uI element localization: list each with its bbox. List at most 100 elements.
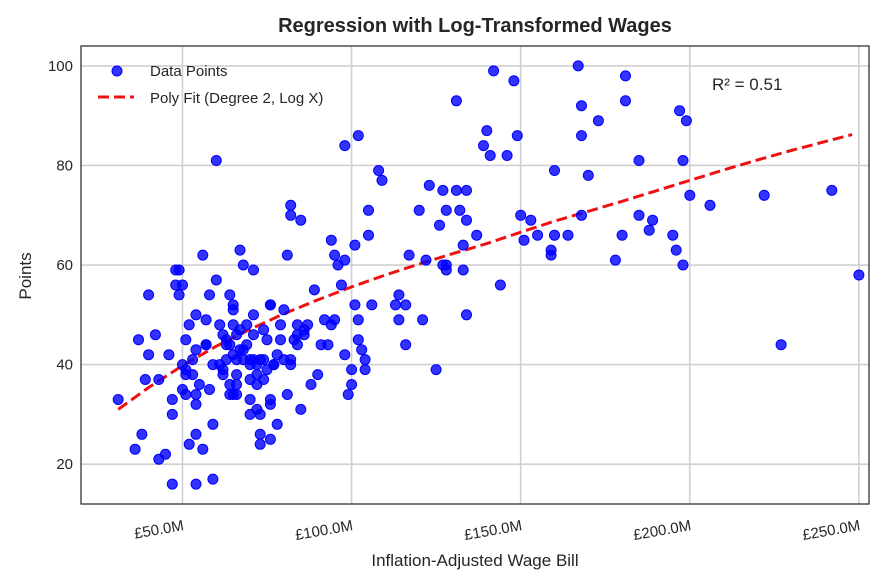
scatter-points — [112, 60, 865, 490]
data-point — [349, 239, 361, 251]
data-point — [281, 249, 293, 261]
y-tick-label: 60 — [56, 257, 73, 274]
data-point — [684, 189, 696, 201]
data-point — [248, 329, 259, 341]
data-point — [775, 339, 787, 351]
data-point — [339, 140, 351, 152]
legend-fit-label: Poly Fit (Degree 2, Log X) — [150, 90, 323, 107]
data-point — [620, 95, 631, 107]
data-point — [423, 179, 435, 191]
data-point — [302, 319, 314, 331]
data-point — [231, 369, 243, 381]
data-point — [532, 229, 544, 241]
data-point — [400, 339, 412, 351]
data-point — [173, 264, 185, 276]
data-point — [647, 214, 659, 226]
data-point — [339, 349, 351, 361]
data-point — [670, 244, 682, 256]
y-axis-label: Points — [16, 252, 35, 299]
data-point — [434, 219, 445, 231]
data-point — [826, 184, 838, 196]
data-point — [193, 379, 205, 390]
data-point — [616, 229, 628, 241]
data-point — [227, 304, 239, 316]
data-point — [278, 304, 290, 316]
data-point — [420, 254, 432, 266]
data-point — [281, 389, 293, 400]
data-point — [609, 254, 621, 266]
data-point — [471, 229, 483, 241]
data-point — [576, 130, 587, 142]
data-point — [231, 389, 243, 400]
data-point — [508, 75, 520, 87]
data-point — [633, 155, 645, 166]
data-point — [295, 403, 307, 415]
data-point — [352, 130, 364, 142]
data-point — [457, 264, 469, 276]
data-point — [285, 199, 297, 211]
plot-frame — [80, 45, 870, 505]
data-point — [163, 349, 175, 361]
data-point — [231, 379, 243, 390]
data-point — [258, 354, 270, 366]
data-point — [264, 433, 276, 445]
data-point — [511, 130, 523, 142]
data-point — [173, 289, 185, 301]
data-point — [352, 334, 364, 346]
data-point — [298, 329, 310, 341]
data-point — [677, 259, 689, 271]
data-point — [143, 289, 155, 301]
data-point — [190, 398, 202, 410]
data-point — [339, 254, 351, 266]
data-point — [572, 60, 584, 72]
data-point — [349, 299, 361, 311]
chart-title: Regression with Log-Transformed Wages — [278, 15, 672, 37]
data-point — [271, 418, 283, 430]
data-point — [264, 299, 276, 311]
data-point — [187, 369, 199, 381]
data-point — [214, 319, 226, 331]
data-point — [200, 314, 212, 326]
data-point — [329, 314, 341, 326]
y-tick-label: 100 — [48, 58, 73, 75]
data-point — [136, 428, 148, 440]
fit-line-layer — [117, 133, 853, 411]
y-tick-label: 80 — [56, 157, 73, 174]
data-point — [258, 324, 270, 336]
data-point — [275, 334, 286, 346]
data-point — [704, 199, 716, 211]
data-point — [200, 339, 212, 351]
data-point — [190, 389, 202, 400]
data-point — [633, 209, 645, 221]
data-point — [417, 314, 429, 326]
data-point — [342, 389, 354, 400]
data-point — [254, 408, 266, 420]
data-point — [853, 269, 865, 281]
data-point — [393, 289, 405, 301]
data-point — [204, 289, 215, 301]
data-point — [207, 418, 219, 430]
data-point — [373, 165, 385, 176]
y-tick-label: 20 — [56, 456, 73, 473]
data-point — [484, 150, 496, 161]
data-point — [190, 344, 202, 356]
data-point — [376, 174, 388, 186]
data-point — [217, 369, 229, 381]
data-point — [190, 428, 202, 440]
data-point — [275, 319, 286, 331]
data-point — [129, 443, 141, 455]
data-point — [457, 239, 469, 251]
data-point — [450, 95, 462, 107]
data-point — [667, 229, 679, 241]
data-point — [346, 364, 358, 376]
data-point — [207, 473, 219, 485]
data-point — [305, 379, 317, 390]
data-point — [643, 224, 655, 236]
data-point — [390, 299, 401, 311]
data-point — [359, 364, 371, 376]
data-point — [210, 155, 222, 166]
data-point — [352, 314, 364, 326]
data-point — [285, 209, 297, 221]
data-point — [244, 394, 256, 405]
data-point — [143, 349, 155, 361]
